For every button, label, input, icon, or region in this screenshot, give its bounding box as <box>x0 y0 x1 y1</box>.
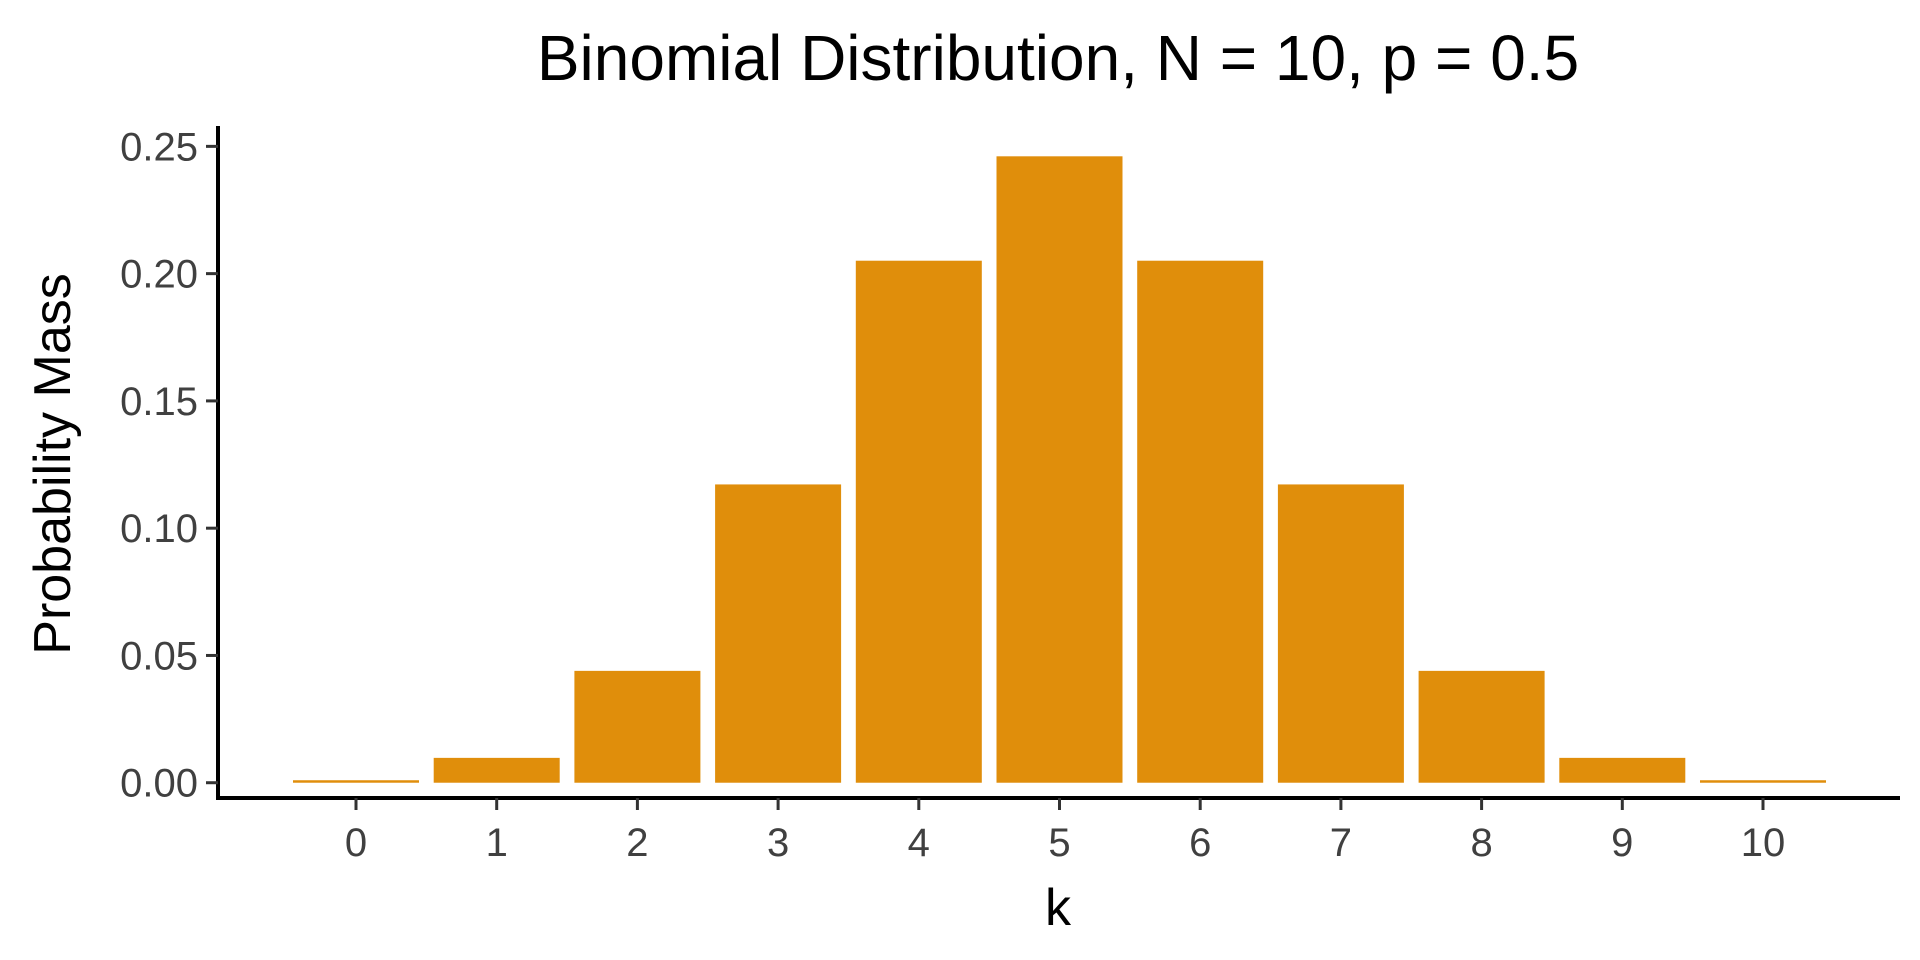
y-tick-label: 0.15 <box>120 380 198 424</box>
y-axis-title: Probability Mass <box>24 273 82 654</box>
x-ticks-group: 0 1 2 3 4 5 6 7 8 9 10 <box>345 798 1785 865</box>
x-tick-label: 0 <box>345 821 367 865</box>
bar-k-10 <box>1700 780 1826 783</box>
bar-k-2 <box>574 670 701 783</box>
x-tick-label: 4 <box>908 821 930 865</box>
y-ticks-group: 0.00 0.05 0.10 0.15 0.20 0.25 <box>120 125 218 806</box>
x-tick-label: 5 <box>1048 821 1070 865</box>
x-tick-label: 2 <box>626 821 648 865</box>
x-axis-title: k <box>1045 879 1072 937</box>
bar-k-1 <box>433 757 560 783</box>
x-tick-label: 9 <box>1611 821 1633 865</box>
bar-k-8 <box>1418 670 1545 783</box>
bars-group <box>293 156 1826 783</box>
bar-k-9 <box>1559 757 1686 783</box>
y-tick-label: 0.10 <box>120 507 198 551</box>
bar-k-6 <box>1137 260 1264 783</box>
y-tick-label: 0.00 <box>120 762 198 806</box>
bar-k-3 <box>715 484 842 783</box>
x-tick-label: 3 <box>767 821 789 865</box>
bar-k-7 <box>1277 484 1404 783</box>
x-tick-label: 8 <box>1470 821 1492 865</box>
y-tick-label: 0.25 <box>120 125 198 169</box>
bar-k-5 <box>996 156 1123 783</box>
x-tick-label: 1 <box>486 821 508 865</box>
x-tick-label: 6 <box>1189 821 1211 865</box>
x-tick-label: 7 <box>1330 821 1352 865</box>
bar-k-0 <box>293 780 419 783</box>
y-tick-label: 0.20 <box>120 253 198 297</box>
bar-k-4 <box>855 260 982 783</box>
y-tick-label: 0.05 <box>120 634 198 678</box>
x-tick-label: 10 <box>1741 821 1786 865</box>
chart-title: Binomial Distribution, N = 10, p = 0.5 <box>537 22 1579 94</box>
